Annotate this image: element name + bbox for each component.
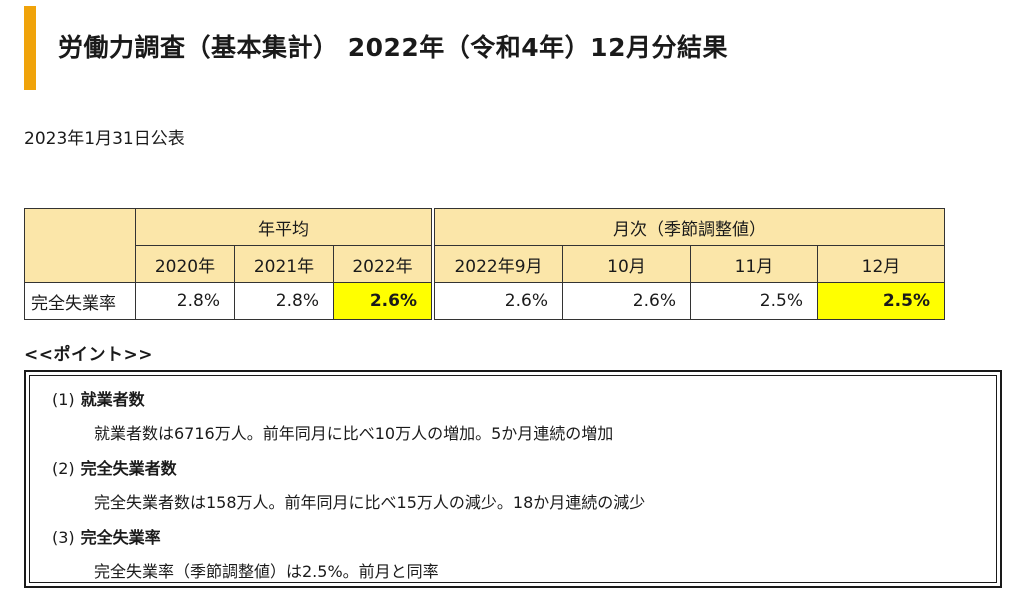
col-header-2022-09: 2022年9月 — [434, 245, 563, 283]
points-inner-frame: (1) 就業者数 就業者数は6716万人。前年同月に比べ10万人の増加。5か月連続… — [29, 375, 997, 583]
point-3-number: (3) — [52, 528, 75, 547]
col-header-2021: 2021年 — [234, 245, 334, 283]
point-2-number: (2) — [52, 459, 75, 478]
cell-2020: 2.8% — [135, 282, 235, 320]
unemployment-table: 年平均 月次（季節調整値） 2020年 2021年 2022年 2022年9月 … — [24, 208, 945, 320]
point-3-title: 完全失業率 — [80, 528, 161, 547]
monthly-group-header: 月次（季節調整値） — [434, 208, 945, 246]
title-block: 労働力調査（基本集計） 2022年（令和4年）12月分結果 — [24, 6, 1004, 90]
cell-11: 2.5% — [690, 282, 818, 320]
point-1-title: 就業者数 — [80, 390, 145, 409]
page-title: 労働力調査（基本集計） 2022年（令和4年）12月分結果 — [58, 33, 728, 62]
table-corner-cell — [24, 208, 136, 283]
point-1-number: (1) — [52, 390, 75, 409]
point-3-text: 完全失業率（季節調整値）は2.5%。前月と同率 — [94, 562, 439, 581]
cell-2021: 2.8% — [234, 282, 334, 320]
annual-group-header: 年平均 — [135, 208, 432, 246]
col-header-2022: 2022年 — [333, 245, 432, 283]
cell-2022-09: 2.6% — [434, 282, 563, 320]
point-2-text: 完全失業者数は158万人。前年同月に比べ15万人の減少。18か月連続の減少 — [94, 493, 646, 512]
row-label-unemployment-rate: 完全失業率 — [24, 282, 136, 320]
point-2-title: 完全失業者数 — [80, 459, 177, 478]
table-row: 完全失業率 2.8% 2.8% 2.6% 2.6% 2.6% 2.5% 2.5% — [24, 282, 945, 320]
cell-12-highlight: 2.5% — [817, 282, 945, 320]
col-header-2020: 2020年 — [135, 245, 235, 283]
publish-date: 2023年1月31日公表 — [24, 129, 185, 149]
point-3-heading: (3) 完全失業率 — [52, 524, 161, 548]
title-accent-bar — [24, 6, 36, 90]
point-1-heading: (1) 就業者数 — [52, 386, 145, 410]
col-header-12: 12月 — [817, 245, 945, 283]
points-box: (1) 就業者数 就業者数は6716万人。前年同月に比べ10万人の増加。5か月連続… — [24, 370, 1002, 588]
cell-2022-highlight: 2.6% — [333, 282, 432, 320]
point-2-heading: (2) 完全失業者数 — [52, 455, 177, 479]
point-1-text: 就業者数は6716万人。前年同月に比べ10万人の増加。5か月連続の増加 — [94, 424, 614, 443]
points-heading: <<ポイント>> — [24, 345, 153, 365]
cell-10: 2.6% — [562, 282, 691, 320]
col-header-10: 10月 — [562, 245, 691, 283]
col-header-11: 11月 — [690, 245, 818, 283]
